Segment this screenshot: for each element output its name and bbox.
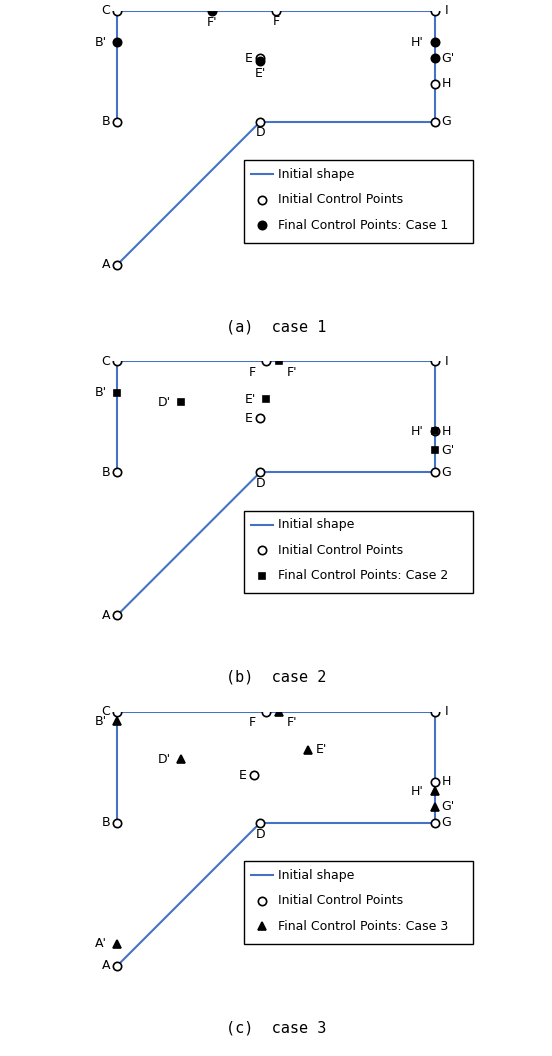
Text: B: B [102, 115, 110, 129]
Text: C: C [102, 355, 110, 367]
Text: D': D' [158, 396, 171, 409]
Text: F': F' [287, 365, 298, 379]
Text: Final Control Points: Case 3: Final Control Points: Case 3 [278, 920, 448, 932]
Text: E': E' [315, 743, 327, 756]
Text: I: I [444, 355, 448, 367]
Text: A': A' [95, 938, 107, 950]
Text: B: B [102, 466, 110, 478]
Text: F': F' [287, 716, 298, 730]
Text: A: A [102, 960, 110, 973]
Text: Initial Control Points: Initial Control Points [278, 894, 403, 907]
Text: G: G [441, 816, 451, 829]
Text: B: B [102, 816, 110, 829]
Text: Initial shape: Initial shape [278, 168, 354, 181]
Text: D': D' [158, 753, 171, 766]
Text: D: D [255, 127, 265, 139]
Text: C: C [102, 705, 110, 718]
Text: A: A [102, 259, 110, 271]
Text: H': H' [411, 36, 424, 49]
Text: H: H [442, 77, 451, 90]
Bar [244, 510, 473, 593]
Text: B': B' [95, 36, 107, 49]
Text: (c)  case 3: (c) case 3 [226, 1020, 326, 1036]
Text: A: A [102, 609, 110, 622]
Bar [244, 861, 473, 944]
Text: F: F [248, 716, 256, 730]
Text: G: G [441, 115, 451, 129]
Text: I: I [444, 705, 448, 718]
Text: D: D [255, 828, 265, 841]
Text: Final Control Points: Case 2: Final Control Points: Case 2 [278, 569, 448, 582]
Text: G': G' [441, 52, 454, 64]
Text: B': B' [95, 715, 107, 728]
Bar [244, 161, 473, 243]
Text: H': H' [411, 425, 424, 437]
Text: F: F [273, 15, 279, 29]
Text: G': G' [441, 444, 454, 456]
Text: B': B' [95, 386, 107, 399]
Text: Initial shape: Initial shape [278, 869, 354, 882]
Text: (a)  case 1: (a) case 1 [226, 319, 326, 335]
Text: E: E [245, 52, 253, 64]
Text: (b)  case 2: (b) case 2 [226, 670, 326, 685]
Text: Initial Control Points: Initial Control Points [278, 193, 403, 206]
Text: E: E [238, 769, 247, 781]
Text: Initial shape: Initial shape [278, 518, 354, 531]
Text: H: H [442, 425, 451, 437]
Text: H': H' [411, 785, 424, 797]
Text: D: D [255, 477, 265, 490]
Text: H: H [442, 775, 451, 788]
Text: F: F [248, 365, 256, 379]
Text: F': F' [207, 16, 217, 30]
Text: G': G' [441, 800, 454, 813]
Text: Final Control Points: Case 1: Final Control Points: Case 1 [278, 219, 448, 231]
Text: C: C [102, 4, 110, 17]
Text: Initial Control Points: Initial Control Points [278, 544, 403, 557]
Text: E': E' [245, 393, 256, 406]
Text: I: I [444, 4, 448, 17]
Text: G: G [441, 466, 451, 478]
Text: E: E [245, 412, 253, 425]
Text: E': E' [254, 67, 266, 80]
